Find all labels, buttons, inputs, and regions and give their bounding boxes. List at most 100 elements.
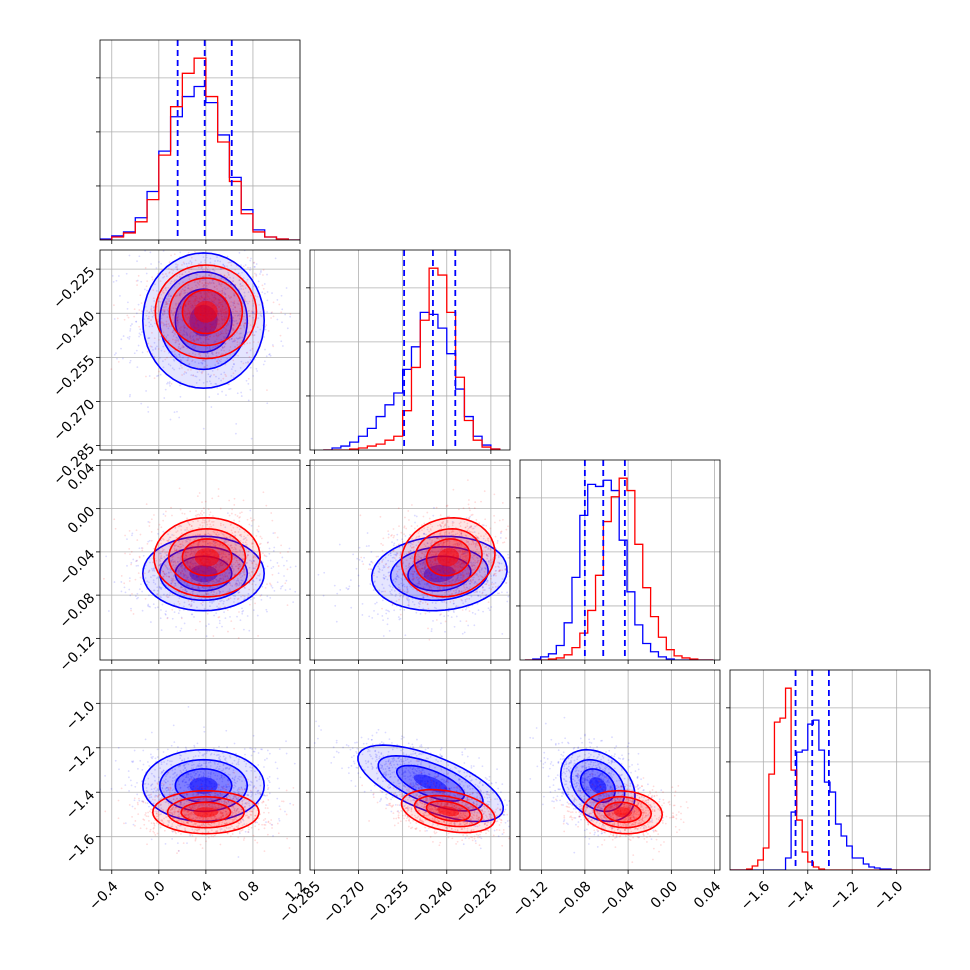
scatter-point (185, 555, 188, 558)
scatter-point (219, 290, 221, 293)
scatter-point (241, 583, 243, 586)
scatter-point (468, 506, 471, 509)
scatter-point (179, 579, 182, 581)
scatter-point (218, 543, 221, 546)
scatter-point (474, 501, 477, 504)
scatter-point (186, 560, 189, 563)
scatter-point (410, 542, 413, 545)
scatter-point (204, 296, 207, 299)
scatter-point (200, 267, 203, 270)
scatter-point (141, 575, 144, 578)
scatter-point (204, 338, 207, 341)
scatter-point (173, 547, 176, 550)
scatter-point (261, 585, 264, 588)
scatter-point (233, 519, 235, 522)
scatter-point (514, 564, 516, 566)
scatter-point (391, 604, 394, 606)
scatter-point (190, 596, 193, 598)
scatter-point (498, 561, 501, 564)
scatter-point (197, 546, 200, 549)
scatter-point (239, 283, 242, 286)
scatter-point (180, 307, 182, 310)
scatter-point (165, 302, 168, 305)
scatter-point (165, 320, 168, 323)
scatter-point (162, 292, 165, 294)
scatter-point (201, 296, 204, 299)
scatter-point (387, 533, 390, 536)
scatter-point (262, 363, 265, 366)
scatter-point (217, 377, 220, 380)
scatter-point (233, 230, 235, 232)
scatter-point (219, 333, 222, 336)
scatter-point (178, 327, 181, 330)
scatter-point (123, 586, 126, 589)
scatter-point (184, 551, 186, 554)
scatter-point (472, 527, 475, 530)
scatter-point (243, 315, 245, 318)
scatter-point (247, 550, 250, 553)
scatter-point (210, 382, 212, 385)
scatter-point (210, 570, 213, 573)
scatter-point (150, 531, 153, 533)
scatter-point (252, 609, 255, 612)
scatter-point (265, 504, 268, 507)
scatter-point (184, 289, 187, 292)
scatter-point (182, 573, 185, 575)
scatter-point (159, 566, 162, 568)
scatter-point (156, 593, 159, 596)
scatter-point (197, 300, 200, 303)
scatter-point (203, 360, 206, 363)
scatter-point (255, 263, 258, 265)
scatter-point (513, 565, 515, 567)
hist-panel-3 (726, 669, 931, 874)
scatter-point (220, 318, 223, 320)
scatter-point (401, 578, 404, 581)
scatter-point (221, 322, 224, 325)
scatter-point (424, 545, 427, 547)
scatter-point (196, 338, 199, 341)
scatter-point (407, 601, 410, 603)
scatter-point (230, 264, 233, 267)
scatter-point (183, 595, 186, 597)
scatter-point (188, 312, 191, 314)
scatter-point (164, 510, 167, 513)
scatter-point (236, 615, 238, 618)
scatter-point (221, 305, 224, 308)
scatter-point (198, 283, 201, 286)
scatter-point (124, 552, 126, 555)
scatter-point (221, 555, 224, 558)
scatter-point (203, 540, 206, 543)
scatter-point (422, 561, 425, 563)
scatter-point (225, 307, 227, 309)
scatter-point (148, 325, 151, 328)
scatter-point (197, 339, 200, 341)
scatter-point (217, 580, 220, 582)
scatter-point (439, 542, 442, 545)
scatter-point (181, 264, 183, 266)
scatter-point (204, 269, 207, 272)
scatter-point (205, 327, 208, 330)
scatter-point (152, 574, 155, 577)
scatter-point (231, 546, 234, 549)
scatter-point (176, 323, 179, 326)
scatter-point (567, 558, 569, 560)
scatter-point (182, 320, 184, 322)
scatter-point (158, 552, 161, 555)
scatter-point (391, 603, 394, 605)
scatter-point (227, 597, 230, 600)
scatter-point (173, 603, 176, 606)
scatter-point (243, 299, 246, 301)
scatter-point (207, 373, 210, 376)
scatter-point (257, 574, 259, 577)
scatter-point (232, 594, 235, 597)
scatter-point (411, 597, 414, 600)
scatter-point (181, 566, 184, 568)
scatter-point (468, 499, 470, 501)
scatter-point (236, 584, 239, 586)
scatter-point (232, 285, 235, 288)
scatter-point (136, 284, 138, 286)
scatter-point (166, 596, 169, 599)
scatter-point (157, 300, 160, 303)
scatter-point (186, 540, 189, 543)
scatter-point (216, 580, 219, 583)
